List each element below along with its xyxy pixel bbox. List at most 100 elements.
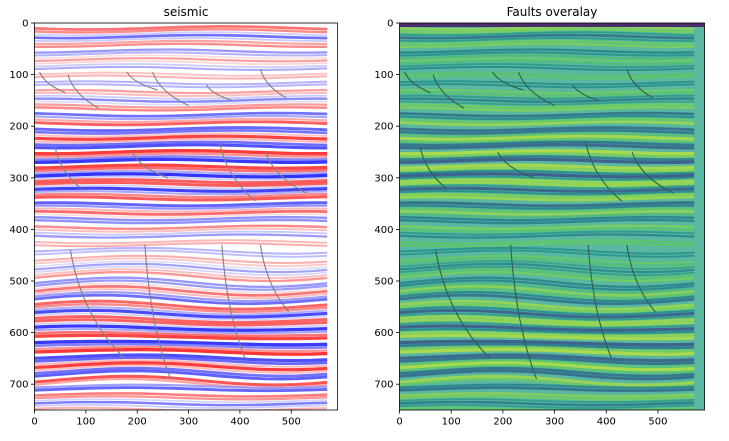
reflector bbox=[399, 120, 695, 127]
reflector bbox=[34, 342, 328, 350]
reflector bbox=[34, 339, 328, 347]
reflector bbox=[399, 321, 695, 329]
reflector bbox=[399, 140, 695, 147]
y-tick-label: 100 bbox=[374, 70, 393, 81]
x-tick-label: 500 bbox=[282, 417, 301, 428]
reflector bbox=[34, 392, 328, 398]
reflector bbox=[34, 406, 328, 410]
x-tick-label: 500 bbox=[648, 417, 667, 428]
reflector bbox=[34, 74, 328, 80]
fault-line bbox=[404, 71, 431, 94]
reflector bbox=[34, 242, 328, 248]
fault-line bbox=[492, 71, 524, 91]
reflector bbox=[34, 404, 328, 409]
fault-line bbox=[152, 71, 189, 107]
reflector bbox=[399, 400, 695, 407]
fault-line bbox=[419, 146, 447, 189]
reflector bbox=[399, 103, 695, 109]
reflector bbox=[34, 215, 328, 222]
reflector bbox=[399, 134, 695, 141]
reflector bbox=[399, 249, 695, 258]
reflector bbox=[399, 169, 695, 176]
axes-frame bbox=[34, 22, 338, 411]
reflector bbox=[34, 359, 328, 368]
fault-line bbox=[126, 71, 158, 91]
reflector bbox=[399, 117, 695, 124]
reflector bbox=[399, 353, 695, 363]
fault-line bbox=[587, 244, 612, 359]
reflector bbox=[34, 207, 328, 213]
reflector bbox=[399, 239, 695, 245]
reflector bbox=[34, 143, 328, 150]
y-tick-label: 200 bbox=[9, 122, 28, 133]
reflector bbox=[34, 233, 328, 239]
fault-line bbox=[69, 249, 125, 359]
reflector bbox=[399, 39, 695, 45]
reflector bbox=[34, 60, 328, 66]
reflector bbox=[34, 330, 328, 338]
reflector bbox=[399, 129, 695, 135]
reflector bbox=[399, 204, 695, 210]
y-tick-label: 700 bbox=[9, 380, 28, 391]
reflector bbox=[399, 172, 695, 179]
reflector bbox=[34, 175, 328, 181]
reflector bbox=[399, 374, 695, 387]
reflector bbox=[34, 299, 328, 311]
reflector bbox=[399, 48, 695, 54]
reflector bbox=[34, 181, 328, 187]
reflector bbox=[34, 184, 328, 190]
reflector bbox=[34, 163, 328, 170]
x-tick-label: 0 bbox=[396, 417, 402, 428]
y-tick-label: 600 bbox=[374, 328, 393, 339]
reflector bbox=[34, 260, 328, 270]
reflector bbox=[34, 190, 328, 196]
reflector bbox=[399, 195, 695, 202]
reflector bbox=[34, 230, 328, 236]
reflector bbox=[399, 386, 695, 393]
chart-title: seismic bbox=[164, 5, 209, 19]
reflector bbox=[34, 48, 328, 54]
reflector bbox=[399, 328, 695, 335]
reflector bbox=[399, 356, 695, 366]
reflector bbox=[399, 42, 695, 49]
reflector bbox=[399, 246, 695, 255]
fault-line bbox=[585, 141, 623, 202]
reflector bbox=[399, 152, 695, 158]
reflector bbox=[34, 39, 328, 45]
reflector bbox=[34, 126, 328, 133]
reflector bbox=[34, 213, 328, 219]
reflector bbox=[34, 356, 328, 366]
reflector bbox=[34, 140, 328, 147]
top-edge-band bbox=[399, 23, 705, 27]
reflector bbox=[34, 132, 328, 138]
reflector bbox=[399, 262, 695, 274]
reflector bbox=[399, 233, 695, 239]
reflector bbox=[399, 31, 695, 37]
reflector bbox=[34, 321, 328, 329]
reflector bbox=[34, 353, 328, 363]
fault-line bbox=[206, 84, 233, 101]
reflector bbox=[399, 345, 695, 353]
reflector bbox=[34, 315, 328, 324]
reflector bbox=[399, 114, 695, 121]
reflector bbox=[399, 166, 695, 173]
panel-0: seismic 0 100 200 300 400 500 0 100 200 300 400 500 6… bbox=[9, 5, 338, 428]
reflector bbox=[34, 398, 328, 404]
reflector bbox=[399, 339, 695, 347]
reflector bbox=[399, 175, 695, 181]
fault-line bbox=[39, 71, 66, 94]
fault-line bbox=[221, 244, 246, 359]
reflector bbox=[34, 111, 328, 118]
reflector bbox=[34, 395, 328, 401]
reflector bbox=[34, 100, 328, 106]
reflector bbox=[399, 184, 695, 190]
reflector bbox=[399, 100, 695, 106]
reflector bbox=[34, 88, 328, 95]
fault-line bbox=[510, 244, 538, 380]
reflector bbox=[34, 369, 328, 381]
reflector bbox=[399, 318, 695, 327]
reflector bbox=[34, 265, 328, 276]
y-tick-label: 200 bbox=[374, 122, 393, 133]
reflector bbox=[399, 398, 695, 404]
reflector bbox=[399, 312, 695, 321]
